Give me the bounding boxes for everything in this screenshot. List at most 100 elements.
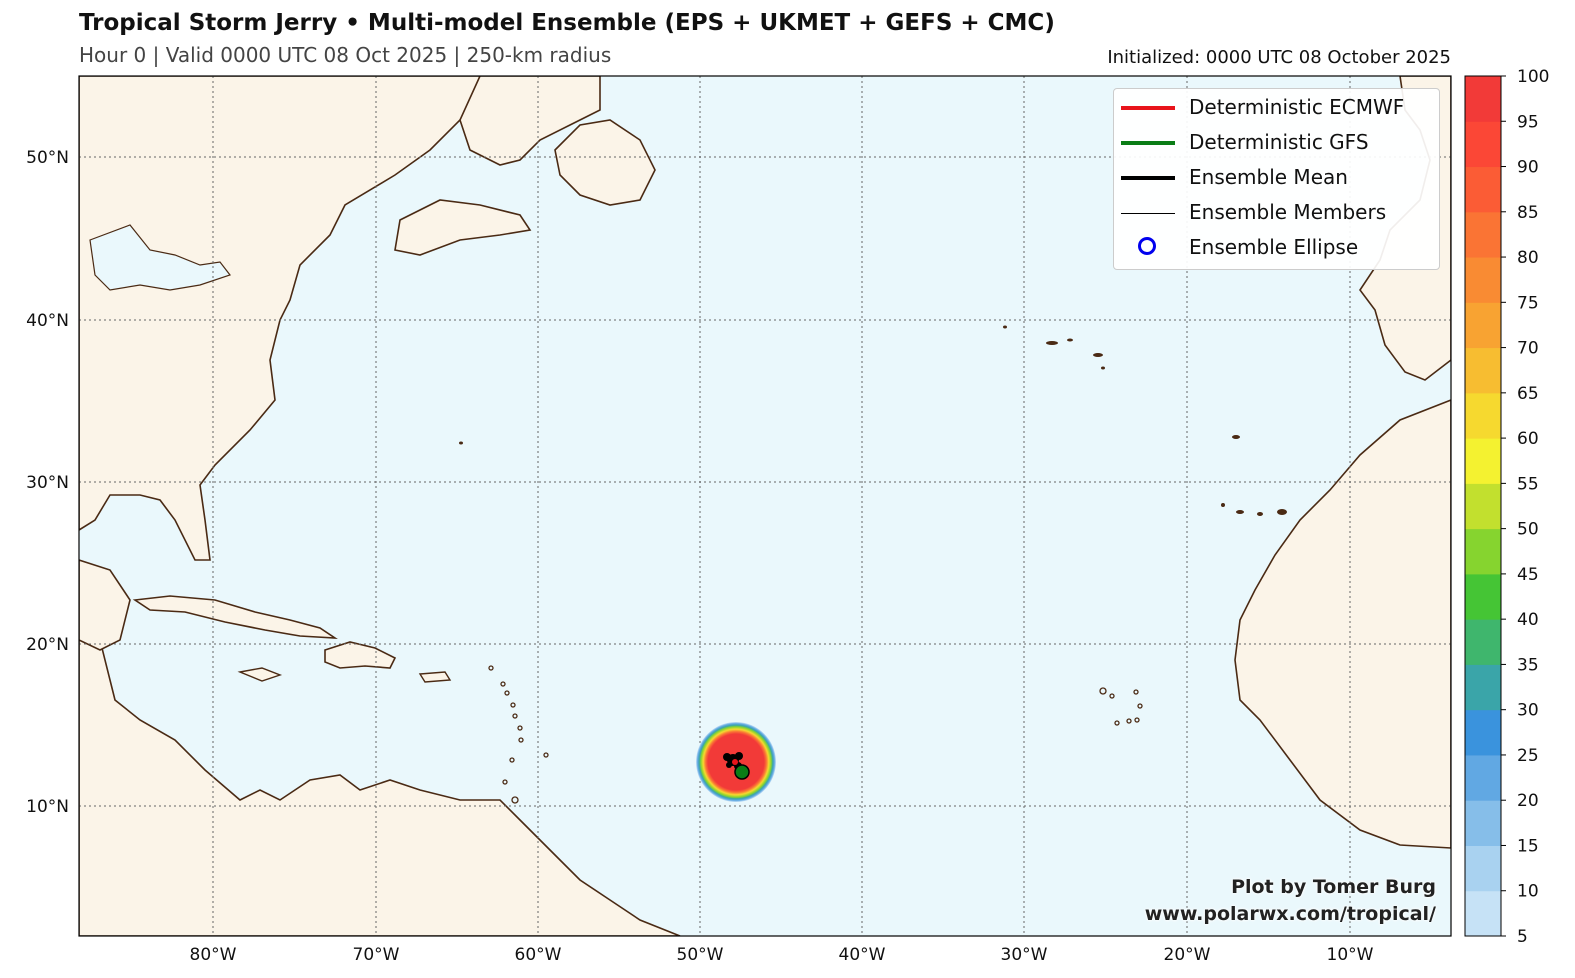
deterministic-gfs-point bbox=[734, 764, 750, 780]
legend-swatch bbox=[1121, 176, 1175, 180]
legend-label: Ensemble Mean bbox=[1189, 165, 1348, 189]
lon-label: 70°W bbox=[353, 945, 400, 965]
colorbar-tick-label: 5 bbox=[1517, 927, 1528, 947]
colorbar-segment bbox=[1465, 754, 1501, 801]
labrador bbox=[459, 76, 601, 166]
probability-colorbar: 100 95 90 85 80 75 70 65 60 55 50 45 40 35 30 25 20 15 10 5 bbox=[1464, 67, 1549, 947]
colorbar-tick-label: 95 bbox=[1517, 112, 1539, 132]
lat-label: 10°N bbox=[26, 797, 69, 817]
strike-probability bbox=[696, 722, 776, 802]
legend-label: Deterministic GFS bbox=[1189, 130, 1369, 154]
colorbar-tick-label: 60 bbox=[1517, 429, 1539, 449]
landmasses bbox=[79, 76, 1451, 936]
hispaniola bbox=[324, 641, 397, 669]
colorbar-segment bbox=[1465, 347, 1501, 394]
colorbar-frame bbox=[1464, 75, 1502, 937]
lon-label: 50°W bbox=[677, 945, 724, 965]
legend-item-ecmwf: Deterministic ECMWF bbox=[1114, 91, 1439, 126]
jamaica bbox=[237, 667, 283, 682]
colorbar-tick-label: 15 bbox=[1517, 836, 1539, 856]
legend-swatch bbox=[1121, 141, 1175, 145]
map-frame bbox=[78, 75, 1452, 937]
colorbar-segment bbox=[1465, 211, 1501, 258]
newfoundland bbox=[554, 119, 656, 206]
credit-url[interactable]: www.polarwx.com/tropical/ bbox=[1144, 903, 1436, 925]
lat-labels: 50°N 40°N 30°N 20°N 10°N bbox=[26, 148, 69, 817]
lat-label: 30°N bbox=[26, 473, 69, 493]
great-lakes bbox=[89, 224, 231, 291]
lon-label: 60°W bbox=[515, 945, 562, 965]
colorbar-tick-label: 45 bbox=[1517, 565, 1539, 585]
colorbar-tick-label: 30 bbox=[1517, 701, 1539, 721]
bermuda bbox=[459, 441, 463, 445]
colorbar-segment bbox=[1465, 392, 1501, 439]
credit-author: Plot by Tomer Burg bbox=[1231, 876, 1436, 898]
map-subtitle: Hour 0 | Valid 0000 UTC 08 Oct 2025 | 25… bbox=[79, 43, 612, 67]
puerto-rico bbox=[418, 671, 452, 683]
colorbar-tick-label: 25 bbox=[1517, 746, 1539, 766]
legend-item-gfs: Deterministic GFS bbox=[1114, 126, 1439, 161]
colorbar-tick-label: 75 bbox=[1517, 293, 1539, 313]
lon-label: 40°W bbox=[839, 945, 886, 965]
legend-label: Deterministic ECMWF bbox=[1189, 95, 1405, 119]
azores bbox=[1003, 325, 1105, 370]
lon-labels: 80°W 70°W 60°W 50°W 40°W 30°W 20°W 10°W bbox=[190, 945, 1374, 965]
colorbar-segment bbox=[1465, 121, 1501, 168]
colorbar-segment bbox=[1465, 302, 1501, 349]
colorbar-segment bbox=[1465, 664, 1501, 711]
map-title: Tropical Storm Jerry • Multi-model Ensem… bbox=[79, 10, 1055, 36]
colorbar-segment bbox=[1465, 528, 1501, 575]
lesser-antilles bbox=[488, 665, 549, 804]
gridlines bbox=[79, 76, 1451, 936]
lat-label: 20°N bbox=[26, 635, 69, 655]
map-legend: Deterministic ECMWF Deterministic GFS En… bbox=[1113, 88, 1440, 270]
south-america-land bbox=[79, 618, 681, 936]
colorbar-segment bbox=[1465, 845, 1501, 892]
colorbar-tick-label: 55 bbox=[1517, 474, 1539, 494]
colorbar-tick-label: 10 bbox=[1517, 882, 1539, 902]
cuba bbox=[132, 595, 338, 639]
africa-land bbox=[1234, 399, 1451, 849]
canary-islands bbox=[1221, 435, 1287, 516]
lon-label: 30°W bbox=[1001, 945, 1048, 965]
colorbar-segment bbox=[1465, 619, 1501, 665]
colorbar-tick-label: 50 bbox=[1517, 520, 1539, 540]
colorbar-tick-label: 100 bbox=[1517, 67, 1549, 87]
cape-verde bbox=[1099, 687, 1143, 726]
legend-label: Ensemble Members bbox=[1189, 200, 1387, 224]
colorbar-segment bbox=[1465, 76, 1501, 122]
colorbar-tick-label: 35 bbox=[1517, 655, 1539, 675]
colorbar-tick-label: 85 bbox=[1517, 203, 1539, 223]
colorbar-segment bbox=[1465, 438, 1501, 484]
colorbar-tick-label: 80 bbox=[1517, 248, 1539, 268]
deterministic-ecmwf-point bbox=[732, 759, 738, 765]
colorbar-segment bbox=[1465, 890, 1501, 937]
lat-label: 50°N bbox=[26, 148, 69, 168]
yucatan bbox=[79, 559, 131, 651]
colorbar-tick-label: 65 bbox=[1517, 384, 1539, 404]
colorbar-tick-label: 90 bbox=[1517, 158, 1539, 178]
lat-label: 40°N bbox=[26, 311, 69, 331]
nova-scotia bbox=[394, 199, 532, 256]
legend-swatch bbox=[1121, 213, 1175, 214]
colorbar-segment bbox=[1465, 483, 1501, 530]
colorbar-segment bbox=[1465, 573, 1501, 620]
legend-label: Ensemble Ellipse bbox=[1189, 235, 1359, 259]
colorbar-segment bbox=[1465, 800, 1501, 846]
legend-item-members: Ensemble Members bbox=[1114, 196, 1439, 231]
colorbar-segment bbox=[1465, 709, 1501, 756]
colorbar-tick-label: 20 bbox=[1517, 791, 1539, 811]
legend-swatch bbox=[1121, 106, 1175, 110]
lon-label: 80°W bbox=[190, 945, 237, 965]
initialized-time: Initialized: 0000 UTC 08 October 2025 bbox=[1107, 47, 1451, 68]
ellipse-circle-icon bbox=[1138, 237, 1156, 255]
colorbar-segment bbox=[1465, 166, 1501, 213]
north-america-land bbox=[79, 76, 481, 561]
colorbar-tick-label: 40 bbox=[1517, 610, 1539, 630]
legend-item-mean: Ensemble Mean bbox=[1114, 161, 1439, 196]
colorbar-tick-label: 70 bbox=[1517, 339, 1539, 359]
lon-label: 10°W bbox=[1327, 945, 1374, 965]
colorbar-segment bbox=[1465, 257, 1501, 303]
legend-item-ellipse: Ensemble Ellipse bbox=[1114, 231, 1439, 266]
lon-label: 20°W bbox=[1164, 945, 1211, 965]
